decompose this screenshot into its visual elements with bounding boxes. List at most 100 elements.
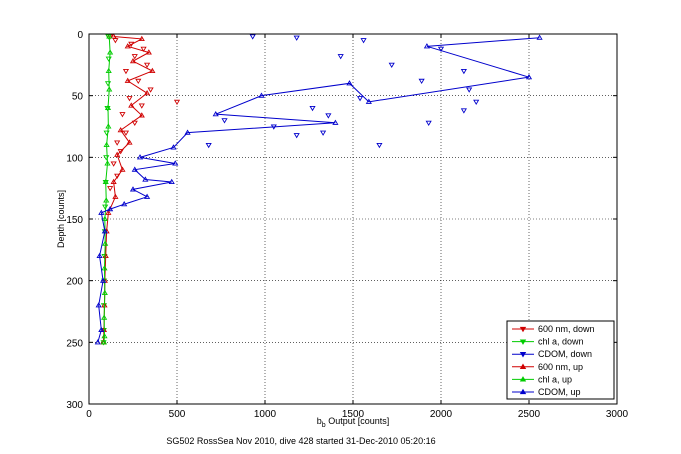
data-point bbox=[124, 77, 131, 83]
legend: 600 nm, down chl a, down CDOM, down 600 nm,… bbox=[506, 320, 615, 400]
data-point bbox=[172, 160, 179, 166]
data-point bbox=[460, 108, 467, 114]
legend-label: chl a, up bbox=[538, 374, 572, 384]
figure-caption: SG502 RossSea Nov 2010, dive 428 started… bbox=[166, 436, 435, 446]
y-tick-label: 50 bbox=[72, 92, 84, 103]
data-point bbox=[122, 68, 130, 75]
data-point bbox=[94, 339, 101, 345]
legend-marker bbox=[519, 339, 527, 345]
data-point bbox=[131, 54, 138, 60]
data-point bbox=[536, 34, 543, 40]
data-point bbox=[104, 160, 111, 166]
data-point bbox=[101, 314, 108, 320]
data-point bbox=[101, 332, 108, 339]
legend-marker bbox=[519, 376, 527, 382]
data-point bbox=[114, 151, 121, 157]
data-point bbox=[106, 86, 113, 92]
data-point bbox=[205, 142, 212, 149]
data-point bbox=[101, 289, 108, 296]
data-point bbox=[99, 277, 107, 283]
data-point bbox=[258, 92, 265, 98]
y-tick-label: 250 bbox=[66, 338, 83, 349]
data-point bbox=[105, 56, 112, 62]
data-point bbox=[360, 38, 367, 44]
legend-item: 600 nm, up bbox=[512, 362, 583, 372]
data-point bbox=[110, 161, 117, 167]
data-point bbox=[102, 204, 109, 210]
legend-label: 600 nm, down bbox=[538, 324, 595, 334]
data-point bbox=[104, 81, 112, 87]
data-point bbox=[168, 178, 175, 185]
legend-label: chl a, down bbox=[538, 337, 584, 347]
data-point bbox=[101, 265, 108, 271]
data-point bbox=[95, 302, 102, 308]
data-point bbox=[212, 110, 219, 117]
legend-item: CDOM, up bbox=[512, 387, 581, 397]
data-point bbox=[376, 142, 383, 149]
x-tick-label: 3000 bbox=[606, 409, 629, 420]
data-point bbox=[119, 112, 126, 118]
data-point bbox=[98, 209, 105, 215]
data-point bbox=[388, 62, 395, 69]
data-point bbox=[356, 96, 364, 102]
data-point bbox=[138, 103, 145, 109]
y-tick-label: 300 bbox=[66, 400, 83, 411]
data-point bbox=[117, 127, 124, 133]
data-point bbox=[131, 166, 138, 172]
data-point bbox=[418, 78, 425, 85]
y-tick-label: 0 bbox=[77, 30, 83, 41]
legend-marker bbox=[519, 352, 527, 358]
data-point bbox=[101, 215, 108, 222]
data-point bbox=[293, 35, 300, 41]
data-point bbox=[126, 96, 133, 102]
legend-label: 600 nm, up bbox=[538, 362, 583, 372]
data-point bbox=[96, 252, 103, 259]
data-point bbox=[473, 99, 480, 106]
data-point bbox=[466, 87, 473, 93]
series-2 bbox=[205, 34, 480, 149]
legend-item: chl a, down bbox=[512, 337, 584, 347]
data-point bbox=[107, 205, 114, 212]
data-point bbox=[105, 67, 112, 74]
data-point bbox=[309, 105, 316, 112]
data-point bbox=[106, 33, 113, 39]
data-point bbox=[103, 155, 110, 161]
series-line bbox=[102, 35, 154, 343]
series-4 bbox=[100, 33, 114, 345]
y-tick-label: 200 bbox=[66, 277, 83, 288]
data-point bbox=[122, 130, 130, 136]
legend-label: CDOM, down bbox=[538, 349, 592, 359]
data-point bbox=[98, 326, 105, 333]
data-point bbox=[325, 113, 332, 119]
data-point bbox=[365, 98, 372, 104]
x-tick-label: 2000 bbox=[430, 409, 453, 420]
x-tick-label: 1000 bbox=[254, 409, 277, 420]
data-point bbox=[460, 68, 467, 75]
data-point bbox=[221, 118, 228, 124]
data-point bbox=[173, 99, 181, 106]
x-axis-label-main: b bbox=[317, 416, 322, 426]
data-point bbox=[114, 140, 121, 146]
data-point bbox=[110, 178, 117, 185]
data-point bbox=[184, 129, 191, 135]
data-point bbox=[525, 73, 533, 80]
data-point bbox=[147, 87, 154, 93]
legend-item: CDOM, down bbox=[512, 349, 592, 359]
x-tick-label: 500 bbox=[169, 409, 186, 420]
data-point bbox=[437, 46, 445, 52]
y-tick-label: 100 bbox=[66, 153, 83, 164]
data-point bbox=[100, 339, 108, 345]
data-point bbox=[145, 49, 152, 55]
data-point bbox=[425, 120, 432, 126]
data-point bbox=[149, 67, 156, 74]
data-point bbox=[129, 57, 137, 64]
legend-item: 600 nm, down bbox=[512, 324, 595, 334]
data-point bbox=[104, 104, 112, 111]
y-tick-label: 150 bbox=[66, 215, 83, 226]
x-tick-label: 1500 bbox=[342, 409, 365, 420]
data-point bbox=[337, 54, 344, 60]
series-line bbox=[103, 36, 111, 343]
data-point bbox=[143, 90, 151, 96]
data-point bbox=[105, 123, 112, 129]
